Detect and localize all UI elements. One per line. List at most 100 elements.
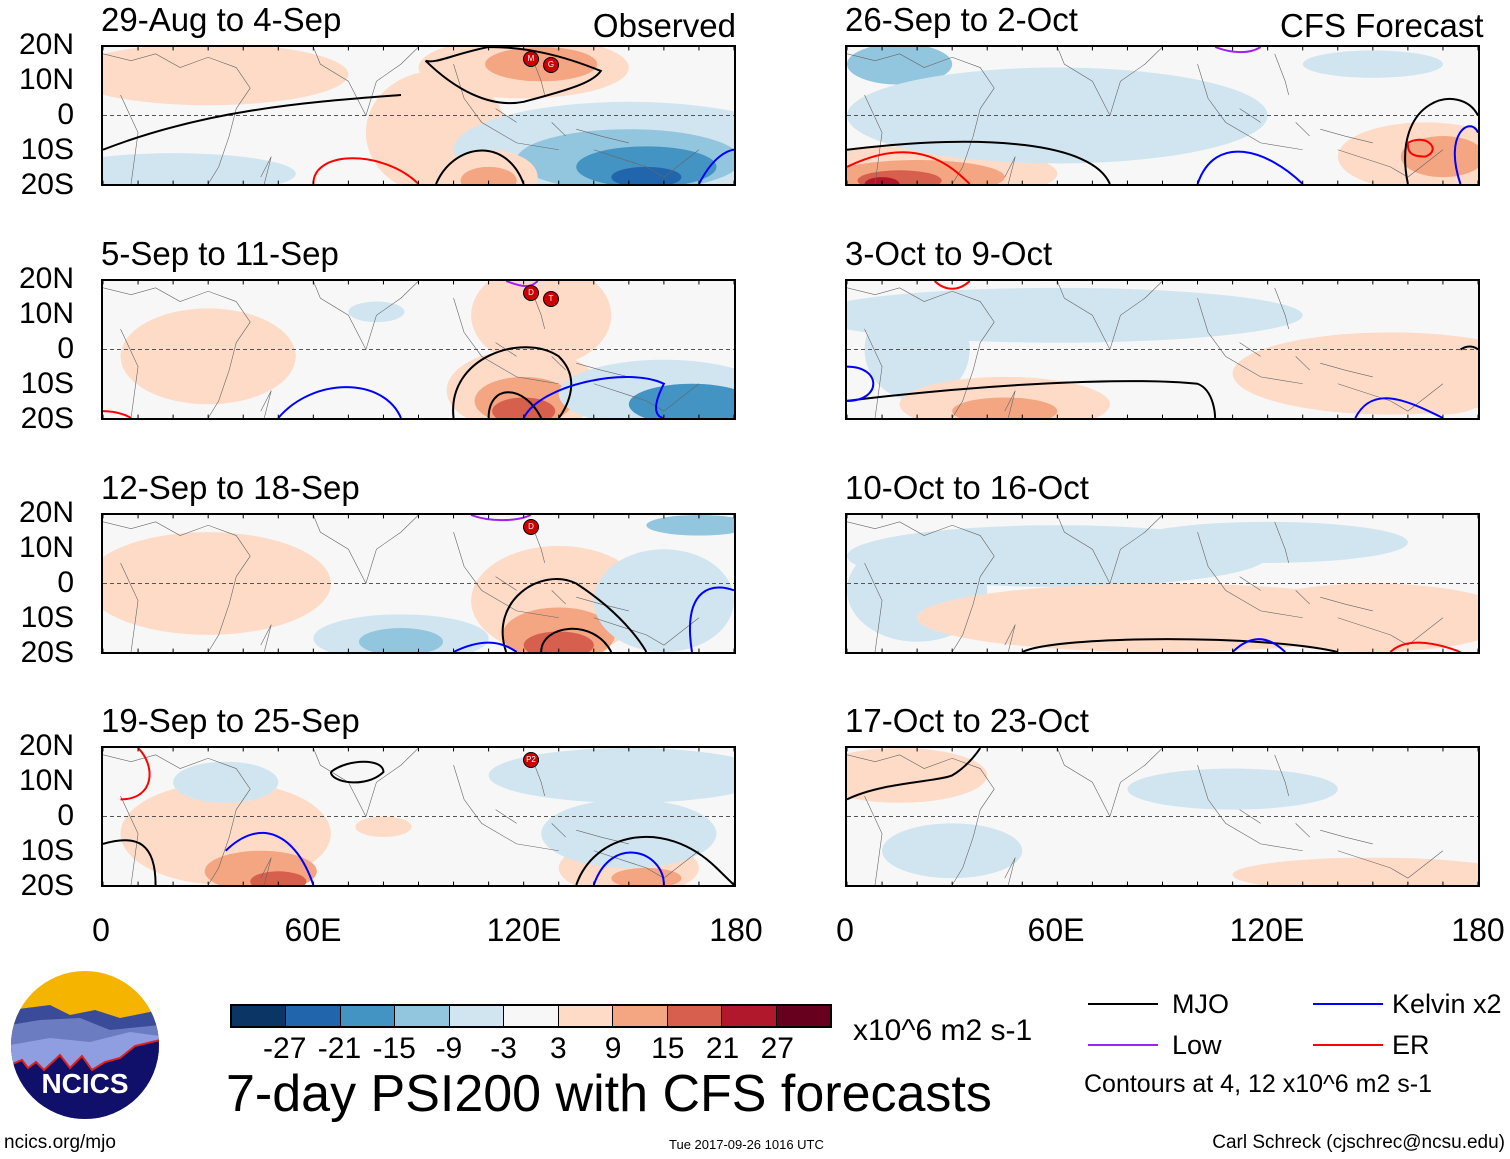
lat-label: 20S: [20, 636, 74, 669]
anomaly-shading: [611, 166, 682, 184]
contour-line: [278, 377, 664, 418]
legend-er-label: ER: [1392, 1030, 1430, 1060]
legend-mjo-label: MJO: [1172, 989, 1229, 1019]
legend-low-line: [1088, 1044, 1158, 1046]
anomaly-shading: [358, 628, 444, 652]
anomaly-shading: [847, 47, 953, 85]
anomaly-shading: [952, 397, 1058, 418]
lat-label: 0: [57, 799, 74, 832]
lat-label: 20N: [18, 262, 74, 295]
anomaly-shading: [488, 748, 734, 803]
contour-note: Contours at 4, 12 x10^6 m2 s-1: [1084, 1070, 1433, 1098]
site-url[interactable]: ncics.org/mjo: [4, 1132, 116, 1153]
lat-label: 0: [57, 566, 74, 599]
contour-line: [847, 748, 980, 799]
panel-title: 17-Oct to 23-Oct: [845, 702, 1089, 739]
contour-line: [1022, 639, 1338, 652]
colorbar-label: -27: [263, 1032, 307, 1065]
ncics-logo: NCICS: [11, 971, 159, 1119]
contour-line: [471, 515, 531, 520]
lat-label: 10N: [18, 531, 74, 564]
contour-line: [847, 346, 1478, 418]
anomaly-shading: [1302, 50, 1443, 78]
lon-label: 60E: [1027, 912, 1085, 948]
psi200-map: [847, 515, 1478, 652]
contour-line: [121, 748, 150, 799]
anomaly-shading: [1400, 136, 1478, 178]
anomaly-shading: [1127, 768, 1338, 810]
anomaly-shading: [882, 823, 1023, 879]
psi200-map: [103, 47, 734, 184]
anomaly-shading: [1232, 857, 1478, 885]
tropical-cyclone-icon: M: [523, 51, 539, 67]
anomaly-shading: [1127, 521, 1408, 563]
contour-line: [454, 587, 734, 652]
anomaly-shading: [646, 515, 734, 536]
tropical-cyclone-icon: G: [543, 57, 559, 73]
lon-label: 60E: [284, 912, 342, 948]
author-credit: Carl Schreck (cjschrec@ncsu.edu): [1212, 1132, 1505, 1153]
lat-label: 10N: [18, 297, 74, 330]
anomaly-shading: [1232, 583, 1478, 652]
map-panel: [845, 746, 1480, 887]
colorbar-swatch: [286, 1006, 341, 1026]
contour-line: [1198, 126, 1478, 184]
legend-low-label: Low: [1172, 1030, 1222, 1060]
colorbar-label: 15: [651, 1032, 685, 1065]
map-panel: [845, 45, 1480, 186]
contour-line: [1390, 643, 1460, 652]
lat-label: 20N: [18, 496, 74, 529]
map-panel: [845, 513, 1480, 654]
contour-line: [1215, 47, 1261, 52]
lon-label: 120E: [1229, 912, 1305, 948]
colorbar-label: 9: [604, 1032, 622, 1065]
panel-title: 29-Aug to 4-Sep: [101, 1, 342, 38]
lat-label: 10S: [20, 834, 74, 867]
lat-label: 10S: [20, 367, 74, 400]
panel-title: 3-Oct to 9-Oct: [845, 235, 1053, 272]
colorbar-label: -9: [435, 1032, 463, 1065]
colorbar-swatch: [613, 1006, 668, 1026]
lon-label: 0: [836, 912, 854, 948]
figure-title: 7-day PSI200 with CFS forecasts: [226, 1065, 992, 1123]
colorbar-label: 21: [705, 1032, 740, 1065]
anomaly-shading: [593, 549, 734, 652]
anomaly-shading: [1390, 352, 1478, 415]
lat-label: 20N: [18, 729, 74, 762]
colorbar-units: x10^6 m2 s-1: [853, 1014, 1033, 1047]
legend-kelvin-line: [1313, 1003, 1383, 1005]
panel-title: 10-Oct to 16-Oct: [845, 469, 1089, 506]
panel-title: 19-Sep to 25-Sep: [101, 702, 360, 739]
anomaly-shading: [485, 47, 598, 82]
colorbar-label: -3: [490, 1032, 517, 1065]
tropical-cyclone-icon: D: [523, 519, 539, 535]
anomaly-shading: [103, 153, 296, 184]
colorbar-swatch: [232, 1006, 287, 1026]
anomaly-shading: [471, 281, 612, 367]
lon-label: 120E: [486, 912, 562, 948]
panel-tag: CFS Forecast: [1280, 7, 1484, 44]
tropical-cyclone-icon: D: [523, 285, 539, 301]
anomaly-shading: [103, 47, 349, 106]
psi200-map: [847, 47, 1478, 184]
lon-label: 0: [92, 912, 110, 948]
lon-label: 180: [709, 912, 763, 948]
anomaly-shading: [173, 761, 279, 803]
lat-label: 20S: [20, 869, 74, 902]
lat-label: 10S: [20, 601, 74, 634]
tropical-cyclone-icon: T: [543, 291, 559, 307]
anomaly-shading: [120, 308, 296, 405]
colorbar-swatch: [395, 1006, 450, 1026]
lat-label: 10N: [18, 764, 74, 797]
psi200-map: [103, 281, 734, 418]
anomaly-shading: [460, 166, 517, 184]
contour-line: [103, 47, 601, 150]
legend-kelvin-label: Kelvin x2: [1392, 989, 1502, 1019]
map-panel: P2: [101, 746, 736, 887]
colorbar-swatch: [558, 1006, 614, 1026]
map-panel: D: [101, 513, 736, 654]
contour-line: [103, 762, 734, 885]
contour-line: [503, 579, 647, 652]
colorbar-swatch: [340, 1006, 396, 1026]
